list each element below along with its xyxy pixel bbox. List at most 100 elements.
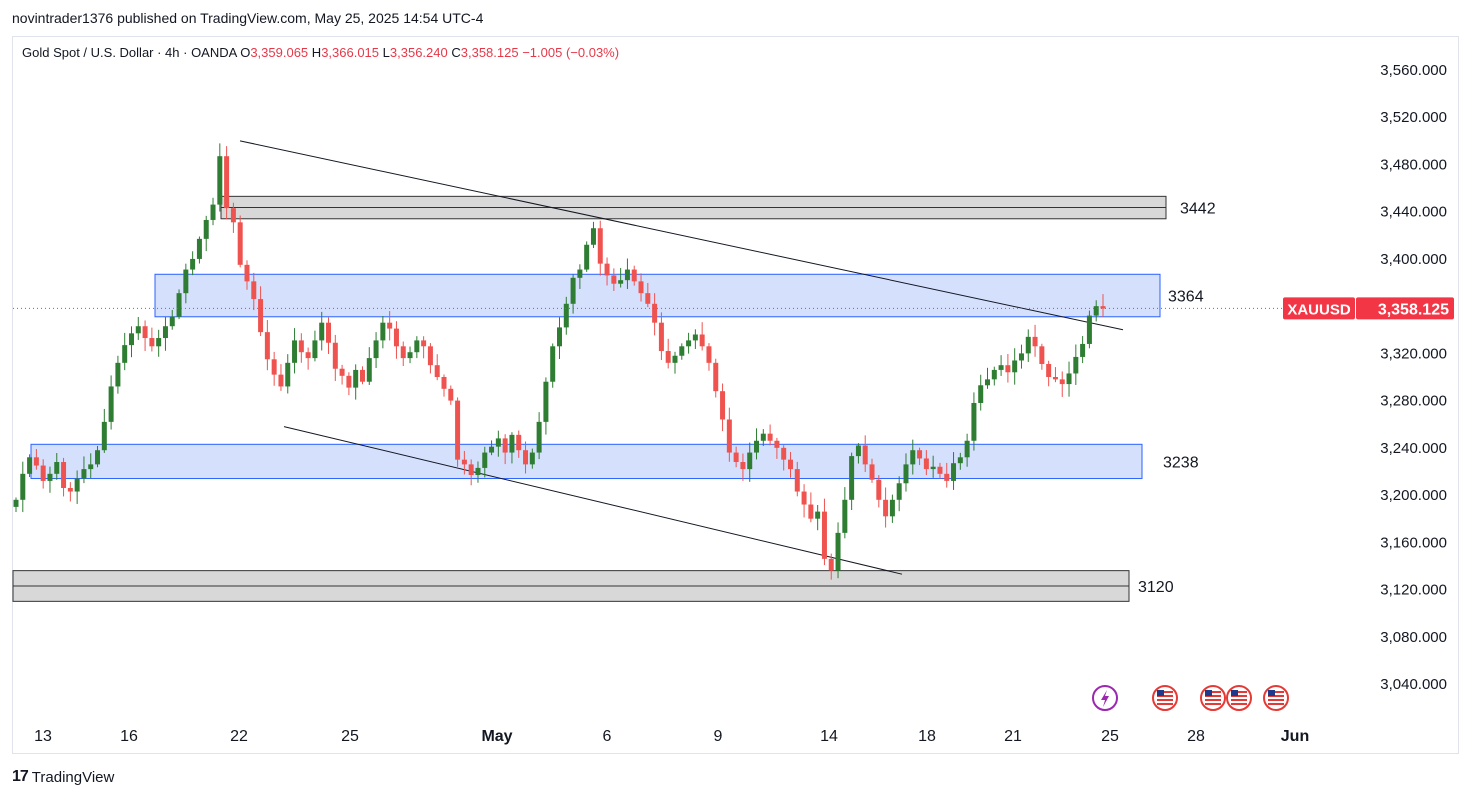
candle[interactable]: [1093, 306, 1099, 316]
candle[interactable]: [162, 326, 168, 339]
candle[interactable]: [590, 228, 596, 245]
candle[interactable]: [135, 326, 141, 334]
candle[interactable]: [645, 293, 651, 304]
symbol-name[interactable]: Gold Spot / U.S. Dollar · 4h · OANDA: [22, 45, 237, 60]
candle[interactable]: [468, 464, 474, 476]
candle[interactable]: [910, 450, 916, 465]
candle[interactable]: [421, 340, 427, 347]
candle[interactable]: [747, 452, 753, 470]
candle[interactable]: [393, 328, 399, 347]
candle[interactable]: [787, 459, 793, 470]
candle[interactable]: [67, 487, 73, 492]
candle[interactable]: [679, 346, 685, 356]
candle[interactable]: [312, 340, 318, 359]
candle[interactable]: [536, 421, 542, 453]
candle[interactable]: [434, 365, 440, 377]
candle[interactable]: [896, 483, 902, 500]
candle[interactable]: [618, 280, 624, 284]
candle[interactable]: [849, 456, 855, 500]
candle[interactable]: [319, 322, 325, 341]
tradingview-logo[interactable]: 17 TradingView: [12, 768, 114, 786]
price-tag[interactable]: [1356, 297, 1454, 320]
candle[interactable]: [869, 464, 875, 480]
candle[interactable]: [726, 419, 732, 453]
candle[interactable]: [128, 333, 134, 346]
candle[interactable]: [903, 464, 909, 484]
candle[interactable]: [495, 438, 501, 447]
candle[interactable]: [156, 338, 162, 347]
candle[interactable]: [964, 440, 970, 458]
candle[interactable]: [339, 368, 345, 376]
candle[interactable]: [149, 338, 155, 347]
candle[interactable]: [801, 491, 807, 505]
candle[interactable]: [366, 358, 372, 382]
us-flag-event-icon[interactable]: [1263, 685, 1289, 711]
candle[interactable]: [407, 352, 413, 359]
candle[interactable]: [923, 458, 929, 470]
candle[interactable]: [808, 504, 814, 519]
trendline[interactable]: [239, 140, 1124, 331]
candle[interactable]: [190, 258, 196, 270]
candle[interactable]: [210, 204, 216, 220]
candle[interactable]: [652, 303, 658, 323]
candle[interactable]: [61, 462, 67, 488]
candle[interactable]: [251, 281, 257, 300]
candle[interactable]: [516, 434, 522, 451]
candle[interactable]: [461, 459, 467, 465]
zone-demand[interactable]: [30, 443, 1143, 480]
candle[interactable]: [665, 351, 671, 363]
candle[interactable]: [1052, 377, 1058, 380]
candle[interactable]: [971, 402, 977, 441]
candle[interactable]: [1018, 353, 1024, 361]
candle[interactable]: [230, 208, 236, 223]
candle[interactable]: [101, 421, 107, 451]
candle[interactable]: [115, 362, 121, 387]
candle[interactable]: [20, 473, 26, 500]
candle[interactable]: [883, 499, 889, 517]
candle[interactable]: [54, 462, 60, 474]
candle[interactable]: [944, 473, 950, 481]
candle[interactable]: [543, 381, 549, 422]
candle[interactable]: [821, 511, 827, 559]
candle[interactable]: [414, 340, 420, 353]
candle[interactable]: [278, 374, 284, 387]
candle[interactable]: [550, 346, 556, 382]
candle[interactable]: [774, 440, 780, 448]
candle[interactable]: [686, 340, 692, 347]
candle[interactable]: [502, 438, 508, 453]
candle[interactable]: [1005, 365, 1011, 373]
candle[interactable]: [794, 469, 800, 492]
candle[interactable]: [842, 499, 848, 533]
candle[interactable]: [224, 156, 230, 209]
candle[interactable]: [81, 469, 87, 479]
candle[interactable]: [1073, 356, 1079, 374]
candle[interactable]: [957, 457, 963, 464]
candle[interactable]: [346, 375, 352, 388]
us-flag-event-icon[interactable]: [1152, 685, 1178, 711]
candle[interactable]: [1080, 343, 1086, 357]
candle[interactable]: [828, 558, 834, 571]
candle[interactable]: [455, 400, 461, 460]
candle[interactable]: [658, 322, 664, 352]
candle[interactable]: [998, 365, 1004, 370]
candle[interactable]: [523, 450, 529, 465]
candle[interactable]: [1059, 379, 1065, 385]
candle[interactable]: [577, 269, 583, 278]
candle[interactable]: [740, 462, 746, 470]
candle[interactable]: [557, 327, 562, 347]
candle[interactable]: [889, 499, 895, 517]
candle[interactable]: [767, 433, 773, 441]
candle[interactable]: [271, 359, 277, 375]
candle[interactable]: [862, 445, 868, 465]
candle[interactable]: [978, 385, 984, 403]
candle[interactable]: [754, 440, 760, 453]
candle[interactable]: [74, 478, 80, 492]
candle[interactable]: [353, 369, 359, 388]
candle[interactable]: [332, 342, 338, 369]
candle[interactable]: [611, 275, 617, 284]
candle[interactable]: [1032, 336, 1038, 347]
candle[interactable]: [489, 446, 495, 453]
candle[interactable]: [27, 457, 33, 474]
candle[interactable]: [237, 222, 243, 265]
candle[interactable]: [529, 452, 535, 465]
